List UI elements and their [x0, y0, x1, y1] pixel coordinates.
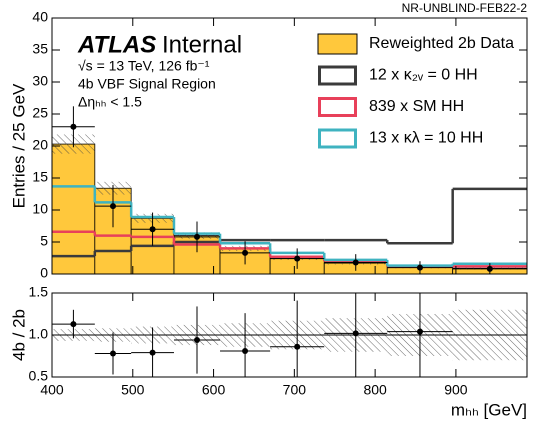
bar	[51, 143, 96, 275]
y-tick-label: 20	[32, 137, 48, 153]
x-tick-label: 900	[444, 382, 468, 398]
y-tick-label: 10	[32, 201, 48, 217]
data-point	[194, 233, 201, 240]
data-point	[352, 259, 359, 266]
x-tick-label: 400	[40, 382, 64, 398]
data-point	[149, 226, 156, 233]
x-tick-label: 700	[283, 382, 307, 398]
y-tick-label: 30	[32, 73, 48, 89]
y-tick-label: 25	[32, 105, 48, 121]
info: √s = 13 TeV, 126 fb⁻¹	[78, 58, 210, 74]
status: Internal	[162, 31, 242, 58]
legend-swatch	[318, 65, 357, 86]
ratio-point	[242, 347, 249, 354]
y-tick-label: 0	[40, 265, 48, 281]
legend-swatch	[318, 97, 357, 117]
data-point	[294, 255, 301, 262]
ratio-y-tick-label: 0.5	[29, 368, 49, 384]
data-point	[109, 203, 116, 210]
ratio-y-tick-label: 1.5	[29, 284, 49, 300]
ratio-point	[416, 328, 423, 335]
y-axis-label: Entries / 25 GeV	[9, 83, 28, 208]
ratio-point	[109, 350, 116, 357]
legend-swatch	[317, 33, 358, 55]
legend-label: 13 x κλ = 10 HH	[369, 130, 483, 147]
x-tick-label: 600	[202, 382, 226, 398]
ratio-point	[70, 321, 77, 328]
legend-label: Reweighted 2b Data	[369, 35, 514, 52]
y-tick-label: 15	[32, 169, 48, 185]
legend-swatch	[318, 128, 357, 149]
ratio-point	[294, 343, 301, 350]
info: 4b VBF Signal Region	[78, 76, 216, 92]
y-tick-label: 40	[32, 9, 48, 25]
legend-label: 839 x SM HH	[369, 98, 464, 115]
data-point	[416, 264, 423, 271]
ratio-point	[149, 349, 156, 356]
y-tick-label: 35	[32, 41, 48, 57]
data-point	[70, 123, 77, 130]
data-point	[242, 249, 249, 256]
ratio-y-tick-label: 1.0	[29, 326, 49, 342]
corner-label: NR-UNBLIND-FEB22-2	[402, 1, 528, 15]
x-tick-label: 500	[121, 382, 145, 398]
ratio-point	[194, 337, 201, 344]
x-axis-label: mₕₕ [GeV]	[451, 400, 527, 419]
y-tick-label: 5	[40, 233, 48, 249]
ratio-point	[352, 330, 359, 337]
experiment: ATLAS	[77, 31, 156, 58]
info: Δηₕₕ < 1.5	[78, 94, 142, 110]
data-point	[486, 265, 493, 272]
ratio-y-axis-label: 4b / 2b	[9, 309, 28, 361]
legend-label: 12 x κ₂ᵥ = 0 HH	[369, 67, 478, 84]
x-tick-label: 800	[363, 382, 387, 398]
